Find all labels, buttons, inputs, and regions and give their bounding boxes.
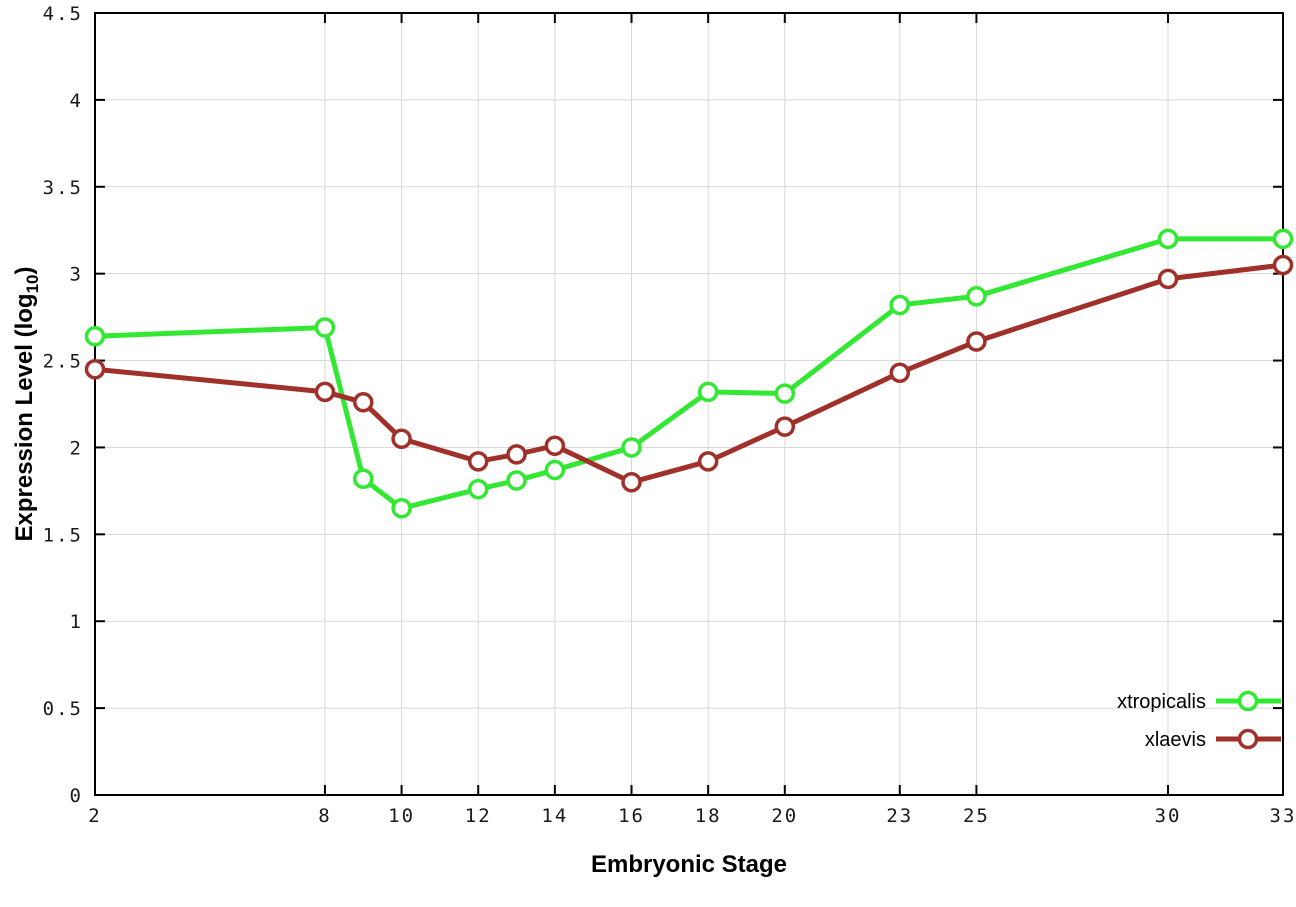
data-point xyxy=(1157,228,1179,250)
x-tick-label: 33 xyxy=(1270,805,1296,827)
y-tick-label: 4 xyxy=(70,90,83,112)
y-axis-title: Expression Level (log10) xyxy=(11,267,42,542)
plot-border xyxy=(94,12,1284,796)
data-point xyxy=(774,416,796,437)
x-tick-label: 12 xyxy=(465,805,492,827)
y-tick-label: 0.5 xyxy=(43,698,83,720)
data-point xyxy=(774,383,796,404)
axes: 2 8 10 12 14 16 18 20 23 25 30 33 0 0.5 1 1.5 2 2.5 3 3.5 4 4… xyxy=(43,3,1296,827)
data-point xyxy=(544,459,566,481)
y-tick-label: 0 xyxy=(70,785,83,807)
legend: xtropicalis xlaevis xyxy=(1117,690,1281,751)
data-point xyxy=(621,437,642,458)
data-point xyxy=(84,358,106,380)
series-line xyxy=(92,262,1286,485)
data-point xyxy=(1272,228,1294,250)
data-point xyxy=(467,478,489,500)
x-tick-label: 18 xyxy=(695,805,722,827)
data-point xyxy=(621,471,642,493)
y-tick-label: 1.5 xyxy=(43,524,83,546)
legend-label: xlaevis xyxy=(1145,729,1206,751)
y-tick-label: 2.5 xyxy=(43,351,83,373)
data-series xyxy=(84,228,1294,519)
x-tick-label: 14 xyxy=(541,805,568,827)
x-tick-label: 2 xyxy=(88,805,101,827)
data-point xyxy=(353,468,374,489)
x-tick-label: 10 xyxy=(388,805,415,827)
x-tick-label: 8 xyxy=(318,805,331,827)
y-axis-title-subscript: 10 xyxy=(23,275,42,294)
y-tick-label: 1 xyxy=(70,611,83,633)
legend-marker-sample xyxy=(1237,728,1259,750)
data-point xyxy=(966,286,987,307)
y-tick-label: 3 xyxy=(70,264,83,286)
y-axis-title-main: Expression Level (log xyxy=(11,293,38,541)
data-point xyxy=(889,294,911,316)
x-tick-label: 16 xyxy=(618,805,645,827)
y-tick-label: 3.5 xyxy=(43,177,83,199)
data-point xyxy=(697,451,719,472)
x-tick-label: 23 xyxy=(886,805,913,827)
x-axis-title: Embryonic Stage xyxy=(591,851,787,878)
data-point xyxy=(467,451,489,472)
data-point xyxy=(966,331,987,352)
legend-item-xlaevis: xlaevis xyxy=(1145,728,1281,751)
data-point xyxy=(314,317,336,338)
series-xlaevis xyxy=(84,254,1294,493)
series-xtropicalis xyxy=(84,228,1294,519)
data-point xyxy=(391,498,412,519)
x-tick-label: 30 xyxy=(1155,805,1182,827)
data-point xyxy=(544,435,566,456)
x-tick-label: 20 xyxy=(771,805,798,827)
data-point xyxy=(1272,254,1294,276)
data-point xyxy=(889,362,911,383)
data-point xyxy=(391,428,412,450)
data-point xyxy=(314,381,336,403)
x-tick-label: 25 xyxy=(963,805,990,827)
data-point xyxy=(697,381,719,403)
legend-marker-sample xyxy=(1237,690,1259,712)
legend-item-xtropicalis: xtropicalis xyxy=(1117,690,1281,713)
y-tick-label: 4.5 xyxy=(43,3,83,25)
data-point xyxy=(506,444,527,465)
data-point xyxy=(1157,268,1179,290)
data-point xyxy=(353,392,374,413)
data-point xyxy=(84,325,106,347)
y-axis-title-close: ) xyxy=(11,267,38,275)
y-tick-label: 2 xyxy=(70,437,83,459)
legend-label: xtropicalis xyxy=(1117,691,1206,713)
data-point xyxy=(506,470,527,491)
